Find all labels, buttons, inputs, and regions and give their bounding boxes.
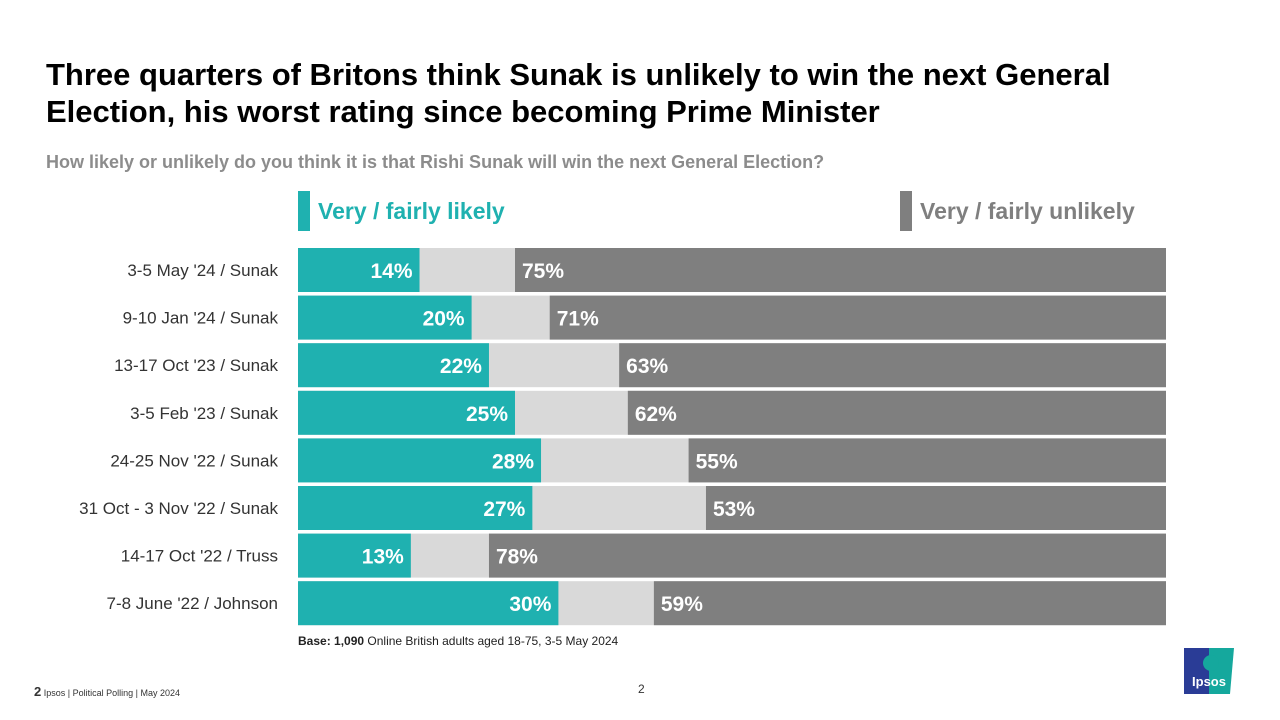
category-label: 3-5 Feb '23 / Sunak (130, 404, 278, 423)
category-label: 31 Oct - 3 Nov '22 / Sunak (79, 499, 278, 518)
legend-label-unlikely: Very / fairly unlikely (920, 197, 1135, 224)
category-label: 3-5 May '24 / Sunak (127, 261, 278, 280)
bar-likely (298, 390, 515, 435)
bar-likely (298, 486, 533, 530)
likely-value-label: 25% (466, 403, 508, 426)
unlikely-value-label: 59% (661, 593, 703, 616)
legend-label-likely: Very / fairly likely (318, 197, 505, 224)
bar-likely (298, 343, 489, 388)
unlikely-value-label: 62% (635, 403, 677, 426)
likely-value-label: 28% (492, 450, 534, 473)
bar-unlikely (627, 390, 1166, 435)
legend-unlikely: Very / fairly unlikely (900, 191, 1135, 231)
legend-likely: Very / fairly likely (298, 191, 505, 231)
likely-value-label: 27% (483, 498, 525, 521)
category-label: 9-10 Jan '24 / Sunak (123, 309, 279, 328)
category-label: 14-17 Oct '22 / Truss (121, 547, 278, 566)
likely-value-label: 30% (509, 593, 551, 616)
unlikely-value-label: 53% (713, 498, 755, 521)
bar-unlikely (619, 343, 1166, 388)
bar-likely (298, 295, 472, 340)
base-label: Base: (298, 634, 331, 648)
footer-text: Ipsos | Political Polling | May 2024 (43, 688, 180, 698)
bar-unlikely (515, 248, 1166, 292)
unlikely-value-label: 55% (696, 450, 738, 473)
likely-value-label: 14% (370, 260, 412, 283)
bar-unlikely (653, 581, 1166, 626)
bar-likely (298, 438, 542, 483)
bar-unlikely (549, 295, 1166, 340)
unlikely-value-label: 63% (626, 355, 668, 378)
bar-likely (298, 581, 559, 626)
base-text: Online British adults aged 18-75, 3-5 Ma… (367, 634, 619, 648)
likely-value-label: 13% (362, 546, 404, 569)
category-label: 7-8 June '22 / Johnson (107, 594, 278, 613)
bar-unlikely (488, 533, 1167, 578)
unlikely-value-label: 71% (557, 308, 599, 331)
bar-likely (298, 248, 420, 292)
bar-unlikely (688, 438, 1166, 483)
bar-unlikely (705, 486, 1166, 530)
likely-value-label: 20% (423, 308, 465, 331)
svg-text:Ipsos: Ipsos (1192, 674, 1226, 689)
category-label: 13-17 Oct '23 / Sunak (114, 356, 278, 375)
category-label: 24-25 Nov '22 / Sunak (110, 451, 278, 470)
legend-swatch-unlikely (900, 191, 912, 231)
base-value: 1,090 (334, 634, 365, 648)
base-note: Base: 1,090 Online British adults aged 1… (298, 634, 618, 648)
likely-value-label: 22% (440, 355, 482, 378)
page-title: Three quarters of Britons think Sunak is… (46, 57, 1111, 129)
question-subtitle: How likely or unlikely do you think it i… (46, 152, 825, 172)
bar-likely (298, 533, 411, 578)
page-number: 2 (638, 682, 645, 696)
legend-swatch-likely (298, 191, 310, 231)
unlikely-value-label: 78% (496, 546, 538, 569)
footer: 2 Ipsos | Political Polling | May 2024 (34, 684, 180, 699)
footer-number: 2 (34, 684, 42, 699)
unlikely-value-label: 75% (522, 260, 564, 283)
ipsos-logo: Ipsos (1184, 648, 1234, 694)
